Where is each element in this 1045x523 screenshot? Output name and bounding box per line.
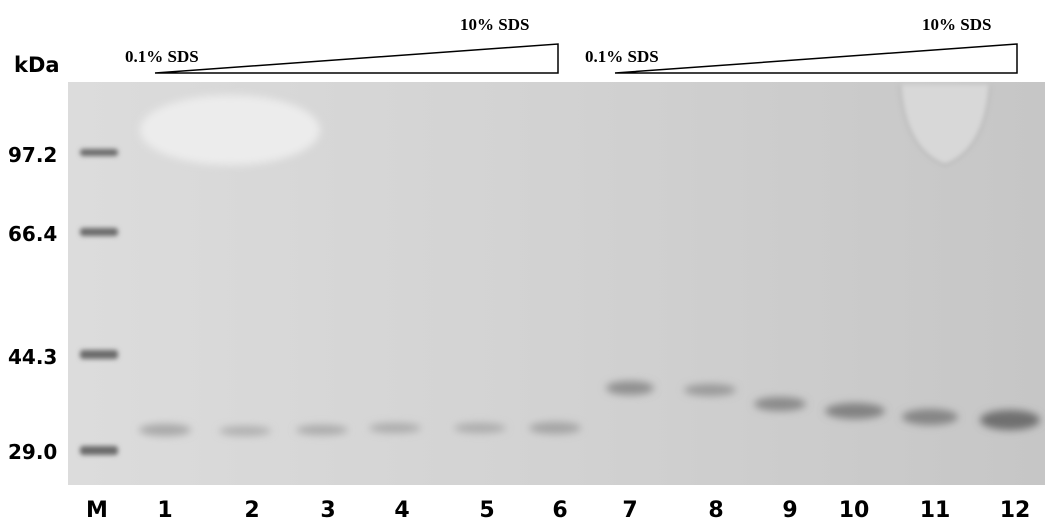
marker-labels: 97.2 66.4 44.3 29.0 bbox=[8, 143, 57, 464]
lane-label: 10 bbox=[839, 498, 870, 523]
lane-label: 1 bbox=[157, 498, 172, 523]
gradient-wedge bbox=[615, 44, 1017, 73]
gel-figure: 0.1% SDS 10% SDS 0.1% SDS 10% SDS kDa 97… bbox=[0, 0, 1045, 523]
marker-label: 66.4 bbox=[8, 222, 57, 246]
gradient-start-label: 0.1% SDS bbox=[585, 47, 659, 66]
lane-label: 2 bbox=[244, 498, 259, 523]
gradient-start-label: 0.1% SDS bbox=[125, 47, 199, 66]
lane-label: 6 bbox=[552, 498, 567, 523]
lane-label: 3 bbox=[320, 498, 335, 523]
gradient-end-label: 10% SDS bbox=[922, 15, 991, 34]
gradient-wedge bbox=[155, 44, 558, 73]
lane-label: M bbox=[86, 498, 108, 523]
gradient-end-label: 10% SDS bbox=[460, 15, 529, 34]
marker-label: 29.0 bbox=[8, 440, 57, 464]
lane-label: 11 bbox=[920, 498, 951, 523]
lane-label: 9 bbox=[782, 498, 797, 523]
lane-label: 4 bbox=[394, 498, 409, 523]
lane-label: 12 bbox=[1000, 498, 1031, 523]
lane-label: 7 bbox=[622, 498, 637, 523]
marker-label: 44.3 bbox=[8, 345, 57, 369]
unit-label: kDa bbox=[14, 53, 60, 77]
marker-label: 97.2 bbox=[8, 143, 57, 167]
lane-label: 5 bbox=[479, 498, 494, 523]
lane-label: 8 bbox=[708, 498, 723, 523]
